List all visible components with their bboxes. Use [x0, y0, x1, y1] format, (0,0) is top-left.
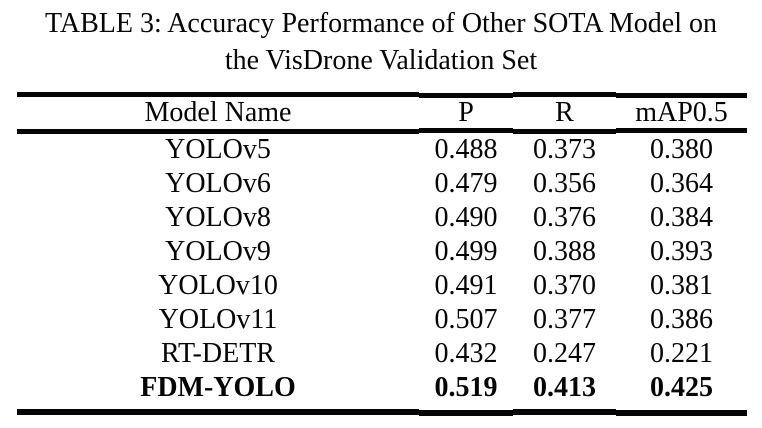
table-bottom-rule: [17, 409, 747, 416]
rule-segment: [616, 128, 747, 133]
map05-value-cell: 0.381: [650, 270, 713, 301]
r-value-cell: 0.356: [533, 168, 596, 199]
table-caption: TABLE 3: Accuracy Performance of Other S…: [0, 5, 762, 79]
p-value-cell: 0.499: [434, 236, 498, 267]
rule-segment: [513, 129, 616, 134]
header-row: Model Name P R mAP0.5: [17, 92, 747, 133]
table-row-highlighted: FDM-YOLO 0.519 0.413 0.425: [17, 371, 747, 405]
table-top-rule: [17, 92, 747, 98]
rule-segment: [17, 129, 419, 134]
caption-line-1: TABLE 3: Accuracy Performance of Other S…: [45, 8, 717, 39]
table-row: YOLOv11 0.507 0.377 0.386: [17, 303, 747, 337]
model-name-cell: RT-DETR: [161, 338, 275, 369]
model-name-cell: YOLOv5: [165, 134, 271, 165]
r-value-cell: 0.388: [533, 236, 596, 267]
r-value-cell: 0.247: [533, 338, 596, 369]
column-header-r: R: [555, 96, 574, 128]
map05-value-cell: 0.386: [650, 304, 713, 335]
map05-value-cell: 0.393: [650, 236, 713, 267]
p-value-cell: 0.507: [434, 304, 498, 335]
rule-segment: [419, 128, 513, 133]
map05-value-cell: 0.425: [650, 372, 713, 403]
map05-value-cell: 0.221: [650, 338, 713, 369]
rule-segment: [419, 410, 513, 416]
r-value-cell: 0.373: [533, 134, 596, 165]
rule-segment: [616, 93, 747, 98]
p-value-cell: 0.488: [434, 134, 498, 165]
model-name-cell: YOLOv9: [165, 236, 271, 267]
caption-line-2: the VisDrone Validation Set: [224, 45, 538, 76]
results-table-region: Model Name P R mAP0.5 YOLOv5 0.488 0.373…: [17, 92, 747, 416]
table-row: YOLOv10 0.491 0.370 0.381: [17, 269, 747, 303]
rule-segment: [17, 409, 419, 415]
p-value-cell: 0.519: [434, 372, 498, 403]
r-value-cell: 0.376: [533, 202, 596, 233]
table-row: YOLOv6 0.479 0.356 0.364: [17, 167, 747, 201]
p-value-cell: 0.490: [434, 202, 498, 233]
model-name-cell: YOLOv6: [165, 168, 271, 199]
model-name-cell: YOLOv10: [158, 270, 278, 301]
r-value-cell: 0.413: [533, 372, 596, 403]
map05-value-cell: 0.384: [650, 202, 713, 233]
r-value-cell: 0.370: [533, 270, 596, 301]
map05-value-cell: 0.364: [650, 168, 713, 199]
table-row: YOLOv5 0.488 0.373 0.380: [17, 133, 747, 167]
p-value-cell: 0.432: [434, 338, 498, 369]
rule-segment: [513, 409, 616, 415]
rule-segment: [513, 92, 616, 97]
p-value-cell: 0.479: [434, 168, 498, 199]
column-header-model-name: Model Name: [144, 96, 292, 128]
p-value-cell: 0.491: [434, 270, 498, 301]
table-row: RT-DETR 0.432 0.247 0.221: [17, 337, 747, 371]
model-name-cell: YOLOv11: [158, 304, 278, 335]
model-name-cell: YOLOv8: [165, 202, 271, 233]
results-table: Model Name P R mAP0.5 YOLOv5 0.488 0.373…: [17, 92, 747, 405]
rule-segment: [419, 93, 513, 98]
column-header-map05: mAP0.5: [635, 96, 728, 128]
r-value-cell: 0.377: [533, 304, 596, 335]
map05-value-cell: 0.380: [650, 134, 713, 165]
table-row: YOLOv9 0.499 0.388 0.393: [17, 235, 747, 269]
table-row: YOLOv8 0.490 0.376 0.384: [17, 201, 747, 235]
rule-segment: [17, 92, 419, 97]
table-header-rule: [17, 128, 747, 134]
rule-segment: [616, 410, 747, 416]
column-header-p: P: [458, 96, 474, 128]
model-name-cell: FDM-YOLO: [140, 372, 296, 403]
